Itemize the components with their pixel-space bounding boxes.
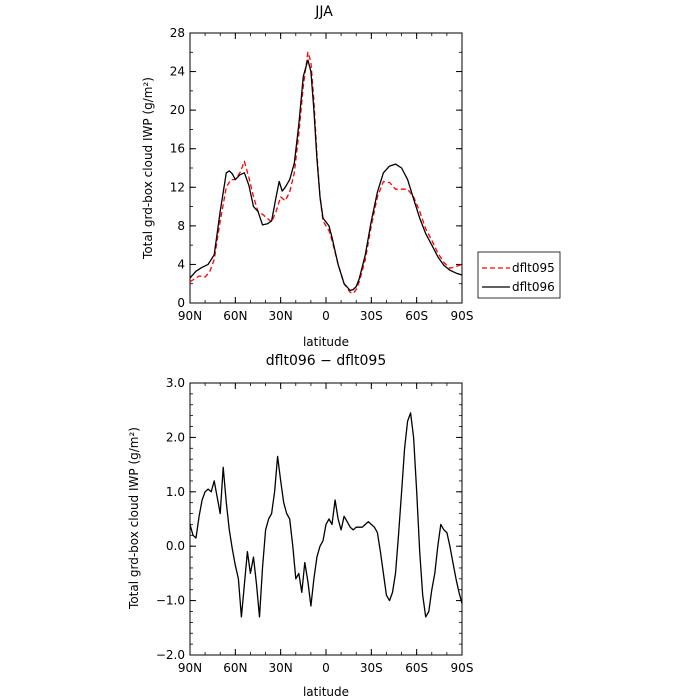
- y-tick-label: −1.0: [156, 594, 185, 608]
- chart-bottom-y-tick-labels: −2.0 −1.0 0.0 1.0 2.0 3.0: [156, 376, 185, 662]
- y-tick-label: 1.0: [166, 485, 185, 499]
- series-line-difference: [189, 412, 463, 618]
- x-tick-label: 90N: [178, 661, 202, 675]
- chart-top-plot-frame: [189, 32, 463, 304]
- chart-bottom-y-axis-label: Total grd-box cloud IWP (g/m²): [127, 427, 141, 610]
- x-tick-label: 60S: [405, 309, 428, 323]
- y-tick-label: 24: [170, 65, 185, 79]
- y-tick-label: 0: [177, 296, 185, 310]
- y-tick-label: 4: [177, 257, 185, 271]
- chart-bottom-title: dflt096 − dflt095: [266, 353, 386, 369]
- y-tick-label: 3.0: [166, 376, 185, 390]
- chart-bottom-x-axis-label: latitude: [303, 685, 349, 699]
- legend-label-dflt096: dflt096: [512, 280, 555, 294]
- y-tick-label: 8: [177, 219, 185, 233]
- chart-top: JJA 90N 60N 30N 0 30S 60S 90S 0 4 8 12 16 20 24 28 la…: [141, 4, 473, 349]
- chart-top-title: JJA: [314, 4, 333, 20]
- x-tick-label: 30N: [269, 661, 293, 675]
- x-tick-label: 90N: [178, 309, 202, 323]
- x-tick-label: 30S: [360, 661, 383, 675]
- chart-top-series: [189, 51, 463, 295]
- y-tick-label: 20: [170, 103, 185, 117]
- chart-bottom-ticks: [189, 382, 463, 656]
- chart-bottom: dflt096 − dflt095 90N 60N 30N 0 30S 60S 90S −2…: [127, 353, 473, 699]
- legend-box: [477, 251, 561, 299]
- x-tick-label: 90S: [451, 661, 474, 675]
- series-line-dflt096: [189, 59, 463, 292]
- x-tick-label: 60S: [405, 661, 428, 675]
- x-tick-label: 60N: [223, 661, 247, 675]
- chart-top-ticks: [189, 32, 463, 304]
- chart-top-x-axis-label: latitude: [303, 335, 349, 349]
- chart-top-x-tick-labels: 90N 60N 30N 0 30S 60S 90S: [178, 309, 474, 323]
- y-tick-label: 2.0: [166, 430, 185, 444]
- x-tick-label: 0: [322, 661, 330, 675]
- chart-bottom-series: [189, 412, 463, 618]
- x-tick-label: 30S: [360, 309, 383, 323]
- chart-top-y-tick-labels: 0 4 8 12 16 20 24 28: [170, 26, 185, 310]
- y-tick-label: 12: [170, 180, 185, 194]
- x-tick-label: 60N: [223, 309, 247, 323]
- x-tick-label: 90S: [451, 309, 474, 323]
- chart-bottom-plot-frame: [189, 382, 463, 656]
- legend-label-dflt095: dflt095: [512, 261, 555, 275]
- y-tick-label: 28: [170, 26, 185, 40]
- legend: dflt095 dflt096: [477, 251, 561, 299]
- y-tick-label: 16: [170, 142, 185, 156]
- y-tick-label: 0.0: [166, 539, 185, 553]
- x-tick-label: 30N: [269, 309, 293, 323]
- x-tick-label: 0: [322, 309, 330, 323]
- y-tick-label: −2.0: [156, 648, 185, 662]
- chart-top-y-axis-label: Total grd-box cloud IWP (g/m²): [141, 77, 155, 260]
- chart-bottom-x-tick-labels: 90N 60N 30N 0 30S 60S 90S: [178, 661, 474, 675]
